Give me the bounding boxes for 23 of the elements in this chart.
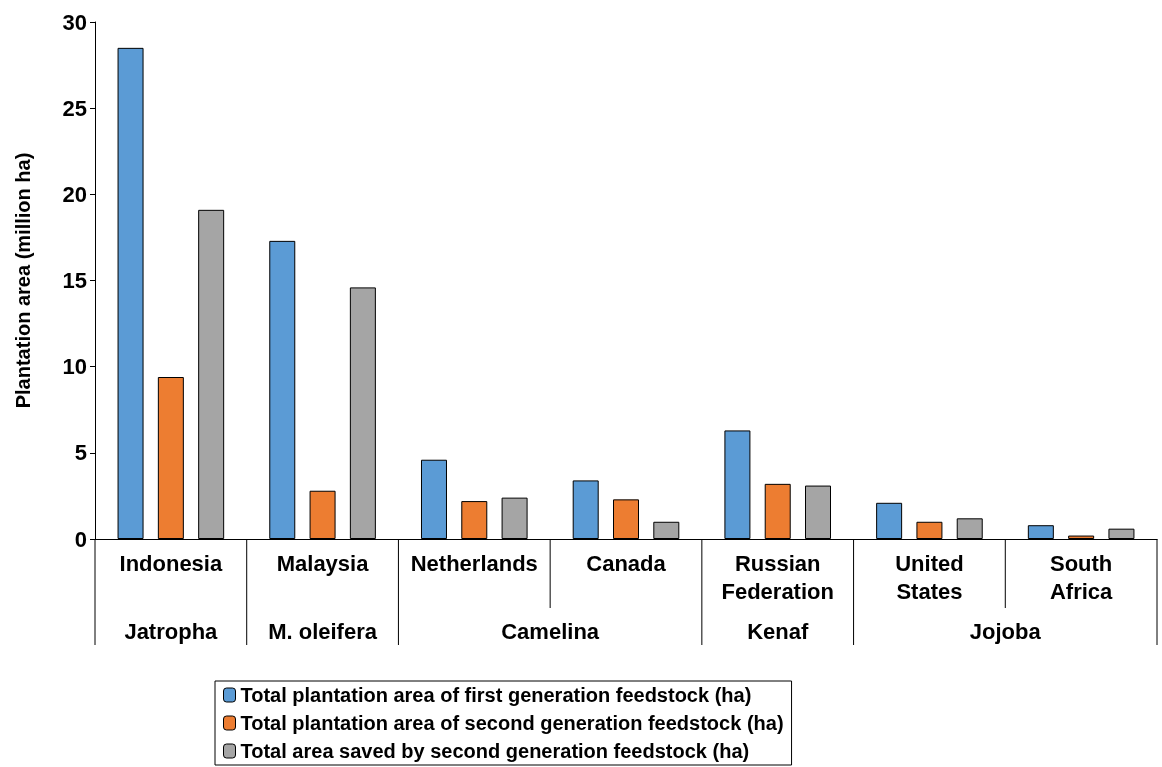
legend-label: Total plantation area of first generation feedstock (ha): [240, 684, 752, 706]
y-tick-label: 15: [62, 268, 87, 293]
text: Camelina: [501, 618, 600, 644]
y-tick-label: 0: [74, 526, 87, 552]
y-tick-label: 30: [62, 9, 87, 35]
legend-label: Total area saved by second generation feedstock (ha): [240, 740, 750, 762]
text: Jojoba: [969, 618, 1042, 644]
text: Kenaf: [747, 618, 809, 644]
x-tick-label: Indonesia: [119, 550, 223, 576]
x-tick-label: Netherlands: [410, 550, 538, 576]
y-axis-title: Plantation area (million ha): [12, 152, 34, 409]
x-tick-label: Russian Federation: [721, 550, 834, 604]
y-tick-label: 5: [74, 440, 87, 466]
text: M. oleifera: [268, 618, 378, 644]
y-tick-label: 20: [62, 181, 87, 207]
text: Jatropha: [124, 618, 219, 644]
x-tick-label: Malaysia: [276, 550, 370, 576]
y-tick-label: 25: [62, 95, 87, 121]
x-tick-label: Canada: [586, 550, 667, 576]
x-tick-label: United States: [895, 550, 964, 604]
y-tick-label: 10: [62, 354, 87, 380]
legend-label: Total plantation area of second generation feedstock (ha): [240, 712, 784, 734]
x-tick-label: South Africa: [1049, 550, 1114, 604]
